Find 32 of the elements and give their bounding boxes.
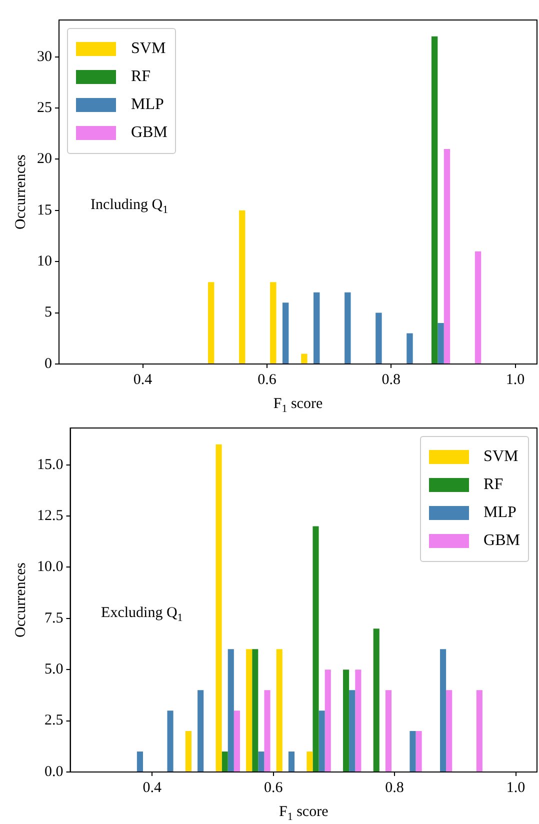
- y-tick-label: 10.0: [37, 559, 64, 576]
- y-tick-label: 20: [37, 151, 52, 168]
- y-tick-label: 25: [37, 100, 52, 116]
- x-tick-label: 0.8: [385, 780, 404, 796]
- legend-label: SVM: [131, 40, 166, 58]
- y-tick-label: 0.0: [44, 764, 64, 780]
- x-tick-label: 0.6: [258, 372, 277, 388]
- x-tick-label: 0.4: [142, 780, 162, 796]
- legend-label: GBM: [484, 532, 520, 550]
- y-axis-title: Occurrences: [12, 154, 29, 230]
- legend-label: RF: [131, 68, 151, 86]
- y-tick-label: 5: [44, 304, 52, 321]
- legend-label: GBM: [131, 124, 168, 142]
- x-tick-label: 1.0: [506, 780, 526, 796]
- y-tick-label: 30: [37, 48, 52, 65]
- y-tick-label: 10: [37, 254, 52, 270]
- y-tick-label: 15: [37, 202, 52, 218]
- x-tick-label: 1.0: [506, 372, 525, 388]
- y-axis-title: Occurrences: [12, 562, 29, 638]
- x-tick-label: 0.4: [133, 372, 153, 388]
- y-tick-label: 12.5: [37, 508, 64, 524]
- legend-label: MLP: [484, 504, 516, 522]
- legend-label: SVM: [484, 448, 518, 466]
- x-tick-label: 0.6: [264, 780, 284, 796]
- y-tick-label: 0: [44, 356, 52, 372]
- y-tick-label: 15.0: [37, 456, 64, 473]
- y-tick-label: 5.0: [44, 662, 64, 678]
- y-tick-label: 7.5: [44, 610, 64, 626]
- legend-label: RF: [484, 476, 504, 494]
- legend-label: MLP: [131, 96, 164, 114]
- x-tick-label: 0.8: [382, 372, 400, 388]
- y-tick-label: 2.5: [44, 712, 64, 729]
